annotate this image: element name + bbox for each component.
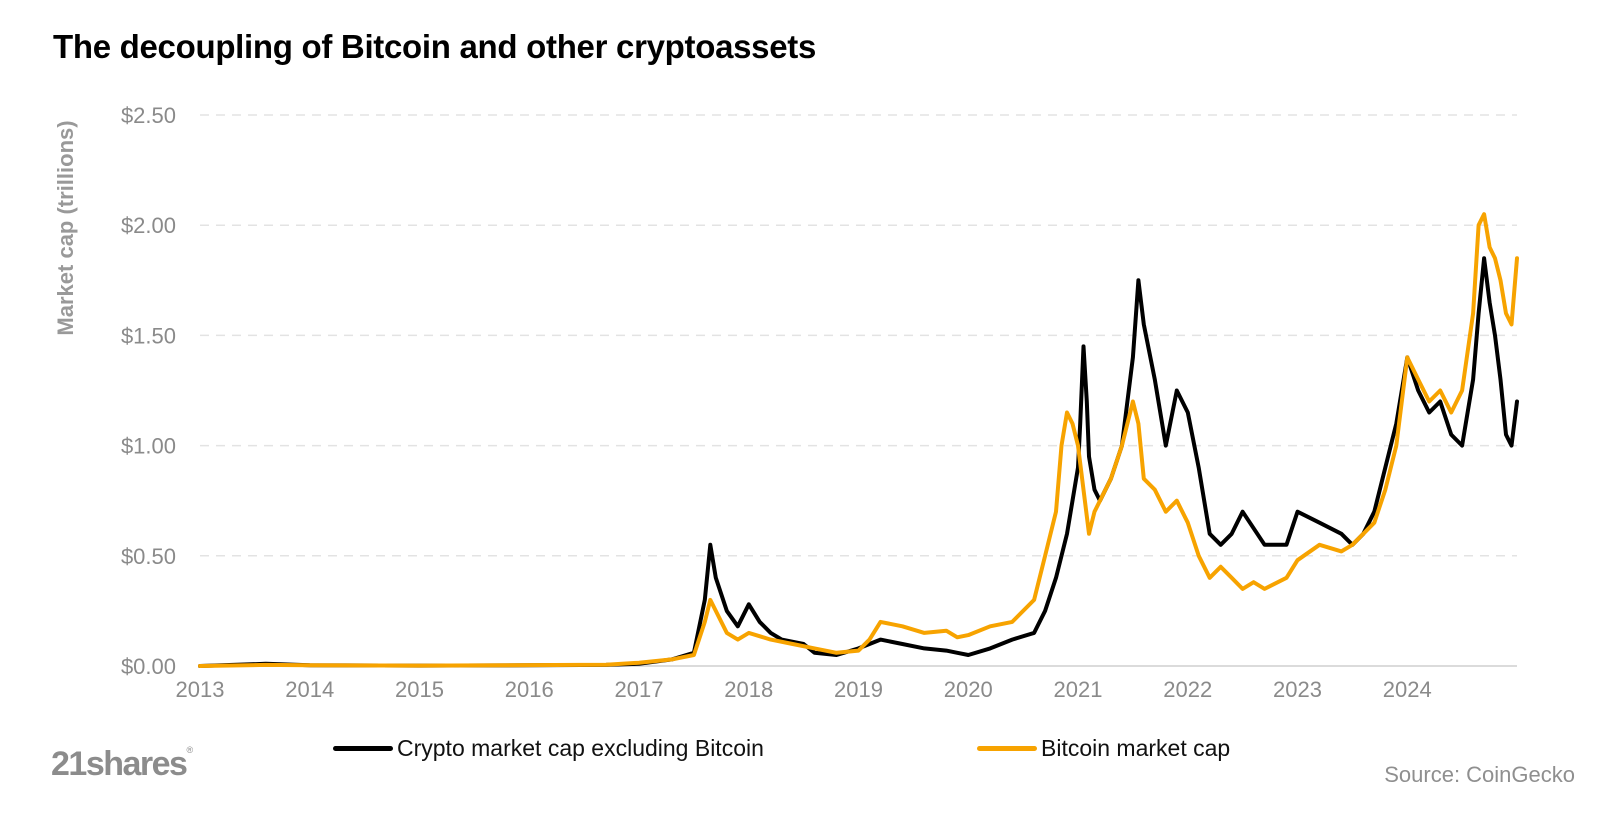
brand-trademark: ® xyxy=(186,745,194,755)
grid-layer xyxy=(200,114,1517,667)
brand-name: 21shares xyxy=(51,745,188,783)
x-tick-label: 2015 xyxy=(395,677,444,702)
x-tick-label: 2023 xyxy=(1273,677,1322,702)
y-tick-label: $2.00 xyxy=(121,213,176,238)
x-tick-label: 2016 xyxy=(505,677,554,702)
y-tick-label: $1.00 xyxy=(121,434,176,459)
x-tick-label: 2019 xyxy=(834,677,883,702)
x-tick-label: 2021 xyxy=(1054,677,1103,702)
x-tick-label: 2022 xyxy=(1163,677,1212,702)
x-tick-label: 2013 xyxy=(176,677,225,702)
y-tick-label: $2.50 xyxy=(121,103,176,128)
legend-label-crypto: Crypto market cap excluding Bitcoin xyxy=(397,735,764,761)
x-tick-label: 2017 xyxy=(615,677,664,702)
x-tick-labels: 2013 2014 2015 2016 2017 2018 2019 2020 2021 2022… xyxy=(176,677,1432,702)
chart-title: The decoupling of Bitcoin and other cryp… xyxy=(53,28,817,65)
y-tick-label: $1.50 xyxy=(121,323,176,348)
x-tick-label: 2020 xyxy=(944,677,993,702)
legend-item-crypto: Crypto market cap excluding Bitcoin xyxy=(333,735,764,762)
y-axis-label: Market cap (trillions) xyxy=(53,120,78,335)
x-tick-label: 2014 xyxy=(285,677,334,702)
x-tick-label: 2018 xyxy=(724,677,773,702)
legend-swatch-bitcoin xyxy=(977,746,1037,751)
legend-label-bitcoin: Bitcoin market cap xyxy=(1041,735,1231,761)
source-note: Source: CoinGecko xyxy=(1384,762,1575,787)
series-line-bitcoin xyxy=(198,212,1519,668)
series-line-crypto-ex-bitcoin xyxy=(198,256,1519,668)
y-tick-label: $0.50 xyxy=(121,544,176,569)
y-tick-label: $0.00 xyxy=(121,654,176,679)
x-tick-label: 2024 xyxy=(1383,677,1432,702)
legend-swatch-crypto xyxy=(333,746,393,751)
brand-logo: 21shares® xyxy=(51,745,193,784)
series-layer xyxy=(198,212,1519,668)
y-tick-labels: $0.00 $0.50 $1.00 $1.50 $2.00 $2.50 xyxy=(121,103,176,679)
legend-item-bitcoin: Bitcoin market cap xyxy=(977,735,1230,762)
